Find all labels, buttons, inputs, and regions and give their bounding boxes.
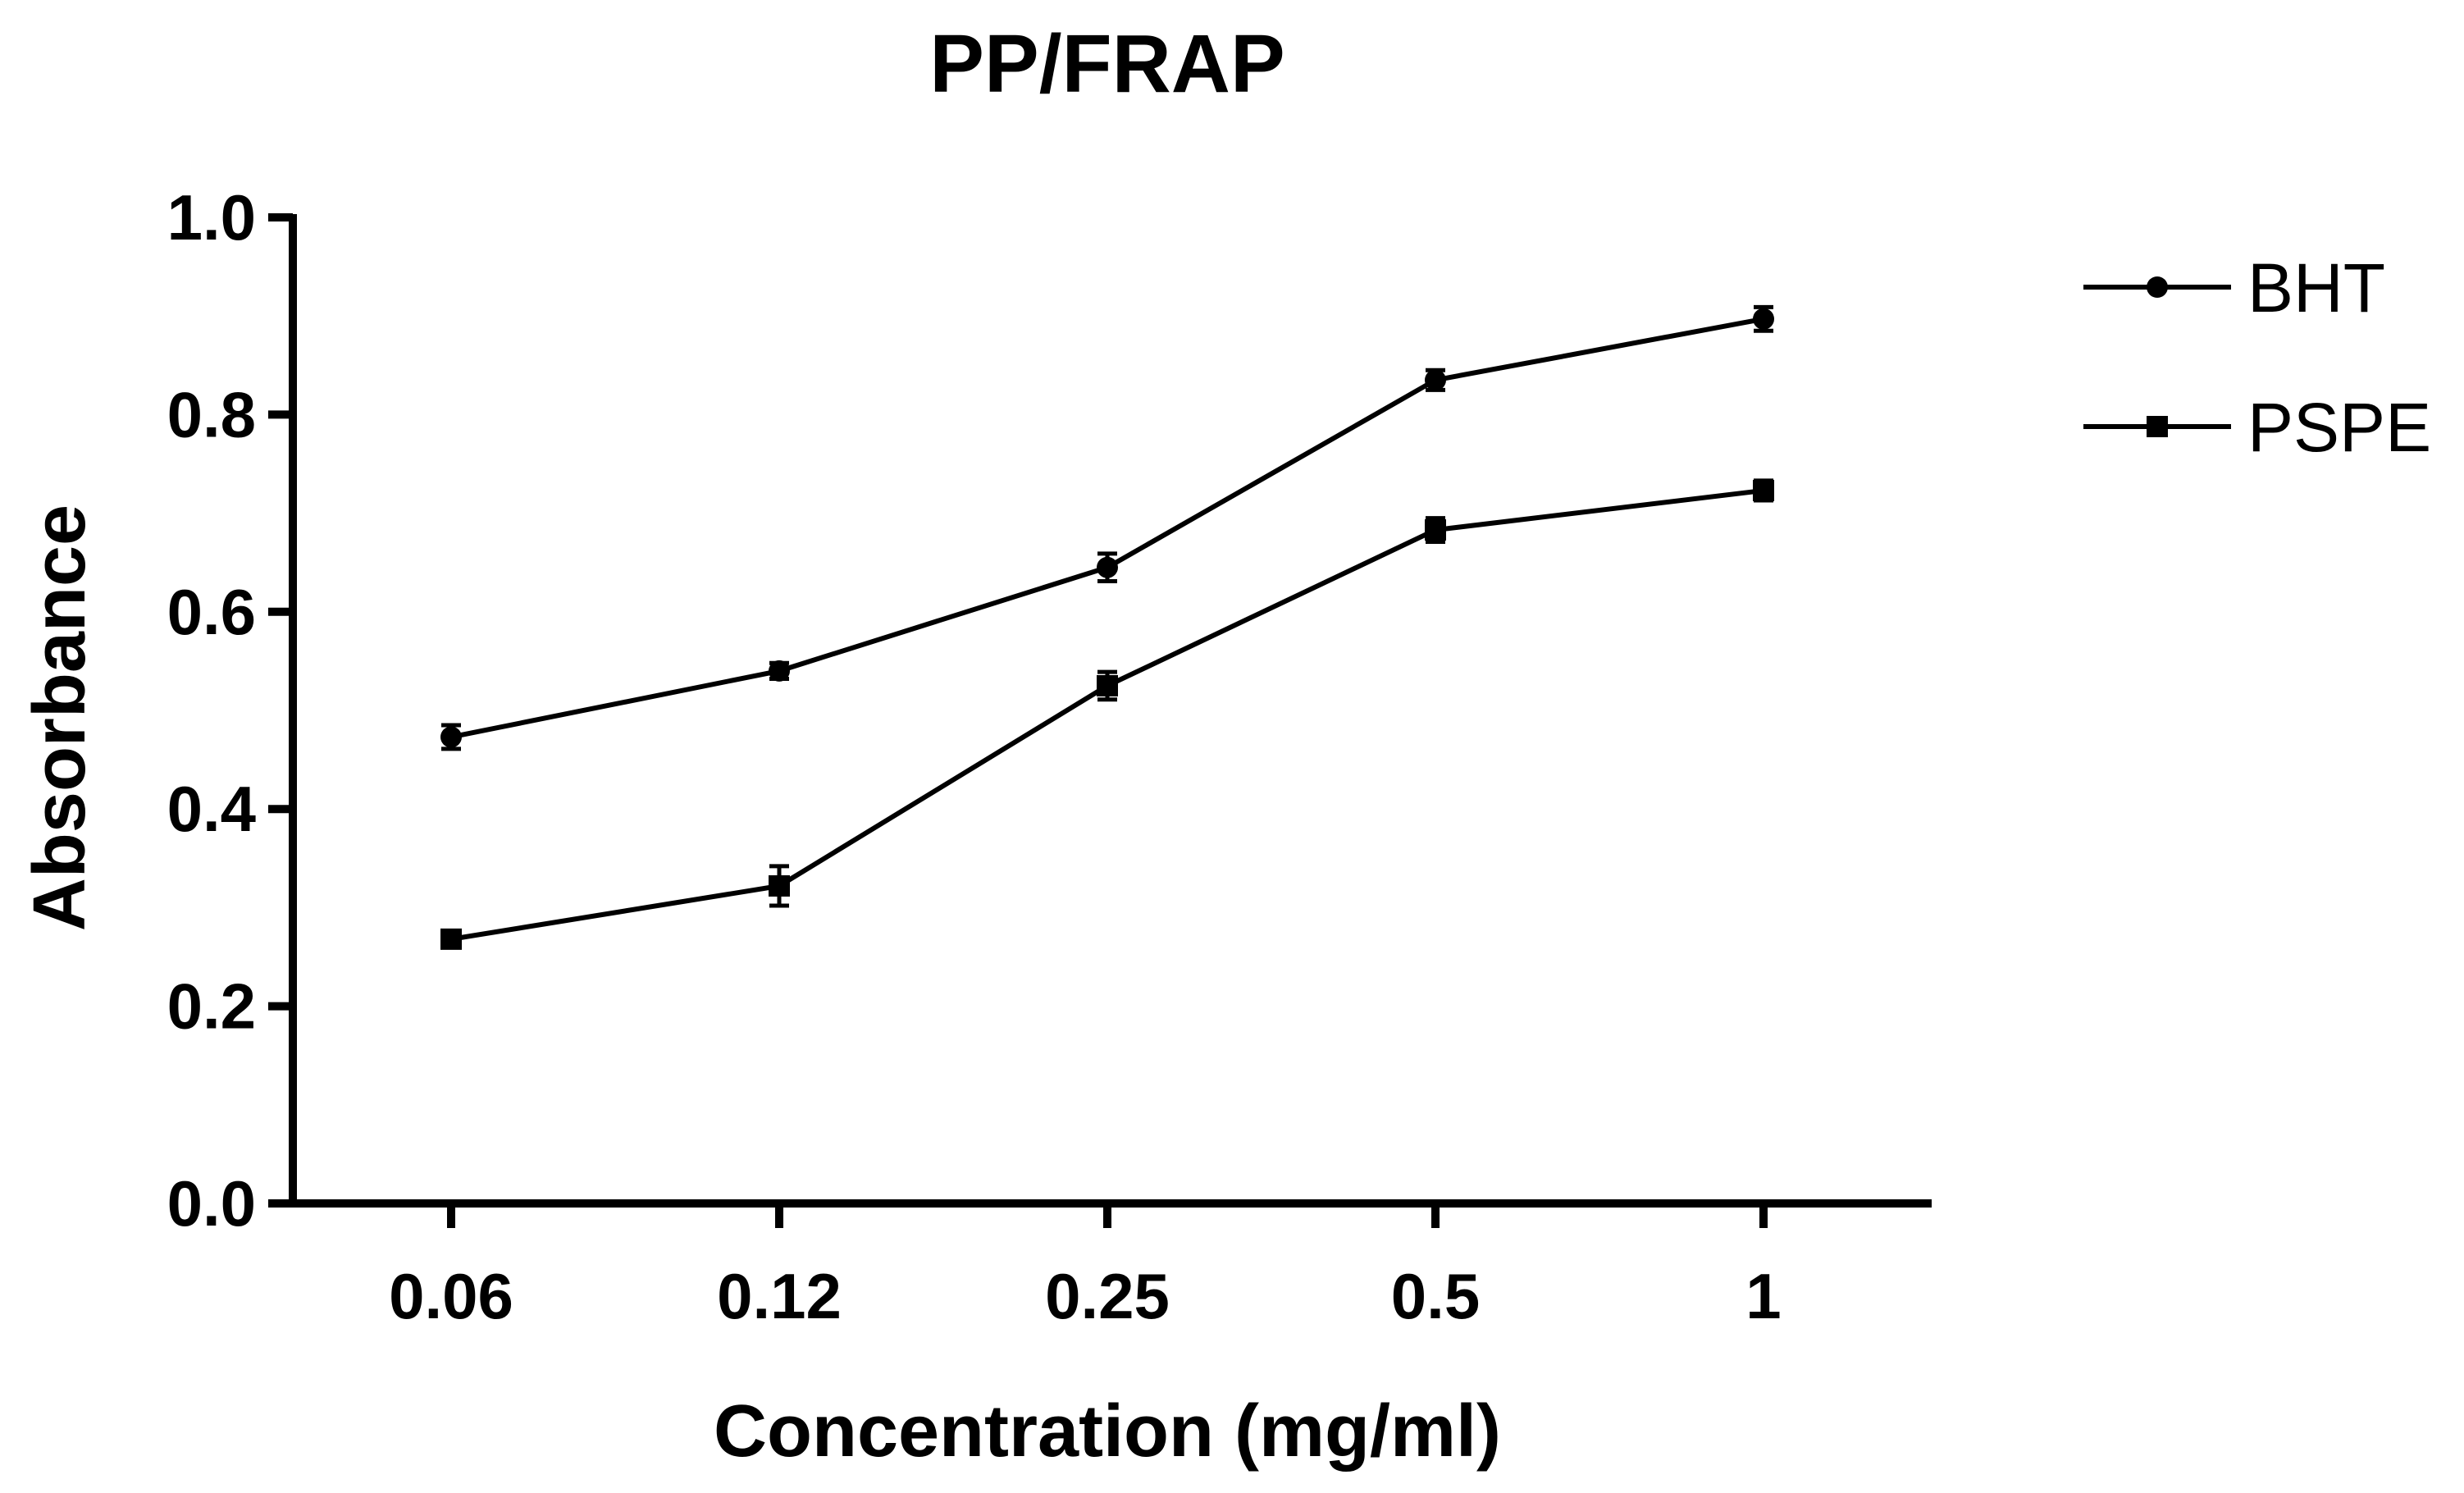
chart-title: PP/FRAP xyxy=(929,18,1284,110)
y-tick-label: 1.0 xyxy=(167,181,256,253)
x-axis: 0.06 0.12 0.25 0.5 1 xyxy=(289,1199,1932,1332)
legend: BHT PSPE xyxy=(2083,249,2431,466)
data-point-pspe xyxy=(769,874,790,897)
x-tick-label: 0.12 xyxy=(717,1260,842,1332)
data-point-bht xyxy=(1097,556,1118,578)
y-axis-label: Absorbance xyxy=(19,505,101,931)
legend-marker-pspe xyxy=(2147,416,2168,437)
legend-item-bht: BHT xyxy=(2083,249,2385,326)
legend-label-bht: BHT xyxy=(2247,249,2385,326)
y-tick-label: 0.6 xyxy=(167,576,256,648)
legend-marker-bht xyxy=(2147,276,2168,298)
data-point-bht xyxy=(440,726,462,748)
y-tick-label: 0.8 xyxy=(167,378,256,450)
legend-label-pspe: PSPE xyxy=(2247,389,2431,466)
data-point-pspe xyxy=(1753,479,1774,501)
series-pspe xyxy=(440,478,1774,950)
data-point-pspe xyxy=(440,928,462,950)
data-point-pspe xyxy=(1097,674,1118,696)
series-bht xyxy=(440,304,1774,751)
x-tick-label: 0.06 xyxy=(389,1260,513,1332)
y-axis: 0.0 0.2 0.4 0.6 0.8 1.0 xyxy=(167,181,297,1240)
data-point-bht xyxy=(769,660,790,682)
data-point-bht xyxy=(1425,369,1446,391)
series-layer xyxy=(440,304,1774,950)
x-tick-label: 0.5 xyxy=(1391,1260,1480,1332)
y-tick-label: 0.0 xyxy=(167,1167,256,1240)
x-tick-label: 0.25 xyxy=(1045,1260,1170,1332)
legend-item-pspe: PSPE xyxy=(2083,389,2431,466)
y-tick-label: 0.2 xyxy=(167,970,256,1043)
x-tick-label: 1 xyxy=(1745,1260,1781,1332)
data-point-bht xyxy=(1753,308,1774,330)
y-tick-label: 0.4 xyxy=(167,773,256,845)
x-axis-label: Concentration (mg/ml) xyxy=(714,1390,1501,1472)
data-point-pspe xyxy=(1425,519,1446,541)
